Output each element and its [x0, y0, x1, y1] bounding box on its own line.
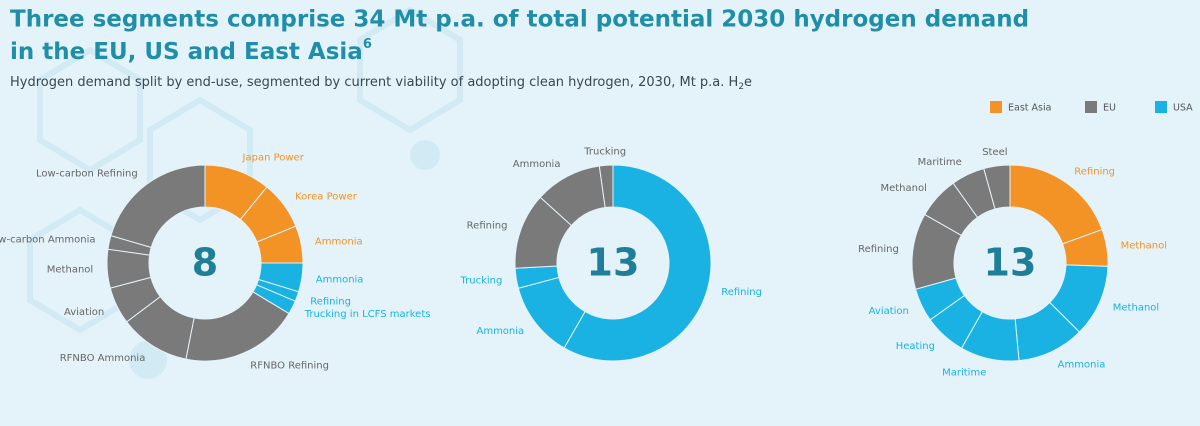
segment-label: Maritime — [918, 157, 962, 168]
donut-total: 13 — [587, 241, 640, 285]
segment-label: RFNBO Refining — [250, 360, 329, 371]
donut-total: 13 — [984, 241, 1037, 285]
donut-segment — [598, 164, 614, 209]
segment-label: Low-carbon Ammonia — [0, 234, 96, 245]
segment-label: Methanol — [47, 265, 93, 276]
subtitle-text: e — [744, 75, 752, 90]
subscript: 2 — [738, 82, 744, 92]
segment-label: Steel — [982, 147, 1007, 158]
segment-label: Methanol — [1113, 302, 1159, 313]
segment-label: Aviation — [869, 306, 909, 317]
segment-label: Maritime — [942, 367, 986, 378]
subtitle: Hydrogen demand split by end-use, segmen… — [10, 75, 752, 92]
donut-total: 8 — [192, 241, 218, 285]
segment-label: RFNBO Ammonia — [60, 353, 146, 364]
segment-label: Methanol — [1121, 240, 1167, 251]
legend-swatch — [1085, 101, 1097, 113]
title: Three segments comprise 34 Mt p.a. of to… — [10, 7, 1029, 33]
segment-label: Ammonia — [316, 275, 364, 286]
donut-segment — [563, 164, 712, 362]
donut-segment — [110, 164, 206, 248]
segment-label: Korea Power — [295, 191, 358, 202]
legend-label: USA — [1173, 103, 1193, 114]
segment-label: Ammonia — [513, 159, 561, 170]
segment-label: Japan Power — [242, 152, 305, 163]
title-line: in the EU, US and East Asia6 — [10, 37, 372, 65]
segment-label: Ammonia — [315, 237, 363, 248]
footnote: 6 — [363, 37, 372, 52]
segment-label: Low-carbon Refining — [36, 168, 138, 179]
legend-label: East Asia — [1008, 103, 1051, 114]
legend-label: EU — [1103, 103, 1116, 114]
segment-label: Refining — [858, 244, 899, 255]
segment-label: Aviation — [64, 307, 104, 318]
segment-label: Trucking — [583, 146, 626, 157]
legend-swatch — [990, 101, 1002, 113]
segment-label: Trucking — [460, 276, 503, 287]
segment-label: Ammonia — [1058, 359, 1106, 370]
segment-label: Trucking in LCFS markets — [304, 309, 431, 320]
title-line2: in the EU, US and East Asia — [10, 39, 363, 65]
legend-swatch — [1155, 101, 1167, 113]
subtitle-text: Hydrogen demand split by end-use, segmen… — [10, 75, 738, 90]
donut-segment — [983, 164, 1011, 210]
segment-label: Methanol — [880, 183, 926, 194]
segment-label: Refining — [1074, 166, 1115, 177]
segment-label: Ammonia — [476, 326, 524, 337]
segment-label: Refining — [721, 287, 762, 298]
segment-label: Heating — [896, 341, 935, 352]
segment-label: Refining — [310, 296, 351, 307]
segment-label: Refining — [467, 221, 508, 232]
